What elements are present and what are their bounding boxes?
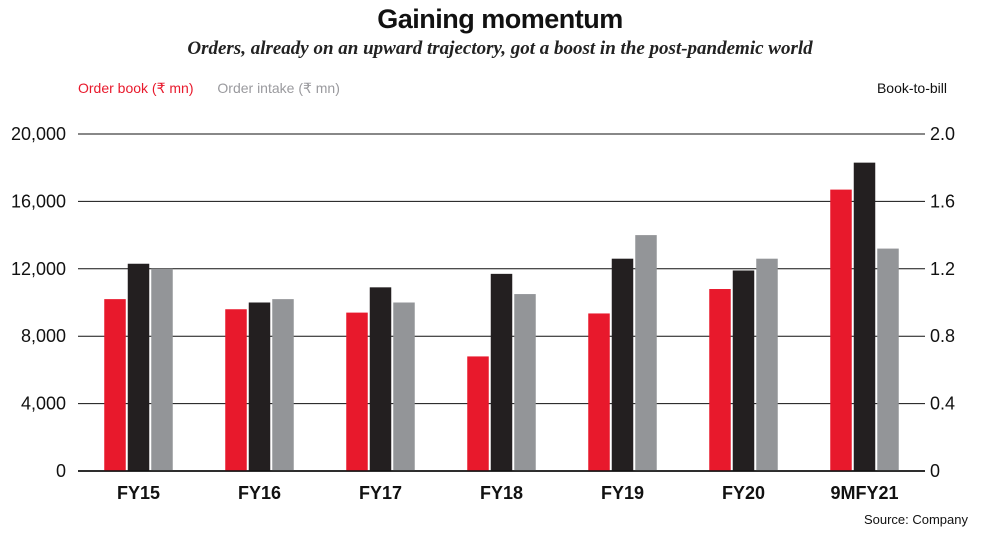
bar-book-to-bill bbox=[490, 273, 513, 471]
left-tick-label: 16,000 bbox=[11, 191, 66, 211]
left-tick-label: 4,000 bbox=[21, 394, 66, 414]
right-axis-ticks: 0 0.4 0.8 1.2 1.6 2.0 bbox=[930, 124, 955, 481]
bar-book-to-bill bbox=[369, 287, 392, 471]
left-tick-label: 12,000 bbox=[11, 259, 66, 279]
bar-book-to-bill bbox=[853, 162, 876, 471]
right-tick-label: 0.8 bbox=[930, 326, 955, 346]
bar-order-intake bbox=[514, 294, 536, 471]
bar-order-book bbox=[346, 312, 368, 471]
bar-order-intake bbox=[756, 258, 778, 471]
category-labels: FY15 FY16 FY17 FY18 FY19 FY20 9MFY21 bbox=[117, 483, 899, 503]
bar-order-intake bbox=[635, 235, 657, 471]
chart-subtitle: Orders, already on an upward trajectory,… bbox=[187, 38, 813, 59]
bar-order-book bbox=[467, 356, 489, 471]
category-label: FY16 bbox=[238, 483, 281, 503]
chart-title: Gaining momentum bbox=[377, 4, 623, 34]
bar-order-intake bbox=[877, 248, 899, 471]
bar-order-intake bbox=[272, 299, 294, 471]
right-tick-label: 0 bbox=[930, 461, 940, 481]
legend-order-intake: Order intake (₹ mn) bbox=[217, 80, 340, 96]
bar-order-intake bbox=[393, 302, 415, 471]
bar-book-to-bill bbox=[248, 302, 271, 471]
legend-order-book: Order book (₹ mn) bbox=[78, 80, 194, 96]
bars bbox=[78, 162, 925, 472]
left-tick-label: 20,000 bbox=[11, 124, 66, 144]
right-tick-label: 0.4 bbox=[930, 394, 955, 414]
bar-order-book bbox=[709, 289, 731, 471]
bar-book-to-bill bbox=[732, 270, 755, 471]
legend: Order book (₹ mn) Order intake (₹ mn) bbox=[78, 80, 360, 97]
left-axis-ticks: 0 4,000 8,000 12,000 16,000 20,000 bbox=[11, 124, 66, 481]
right-axis-label: Book-to-bill bbox=[876, 80, 947, 96]
bar-order-book bbox=[588, 313, 610, 471]
category-label: 9MFY21 bbox=[830, 483, 898, 503]
category-label: FY18 bbox=[480, 483, 523, 503]
category-label: FY15 bbox=[117, 483, 160, 503]
right-tick-label: 1.6 bbox=[930, 191, 955, 211]
bar-order-book bbox=[830, 189, 852, 472]
right-tick-label: 1.2 bbox=[930, 259, 955, 279]
right-tick-label: 2.0 bbox=[930, 124, 955, 144]
bar-book-to-bill bbox=[127, 263, 150, 471]
bar-order-intake bbox=[151, 268, 173, 471]
category-label: FY20 bbox=[722, 483, 765, 503]
bar-book-to-bill bbox=[611, 258, 634, 471]
source-note: Source: Company bbox=[863, 512, 968, 527]
category-label: FY19 bbox=[601, 483, 644, 503]
left-tick-label: 8,000 bbox=[21, 326, 66, 346]
bar-order-book bbox=[225, 309, 247, 471]
category-label: FY17 bbox=[359, 483, 402, 503]
bar-order-book bbox=[104, 299, 126, 471]
left-tick-label: 0 bbox=[56, 461, 66, 481]
